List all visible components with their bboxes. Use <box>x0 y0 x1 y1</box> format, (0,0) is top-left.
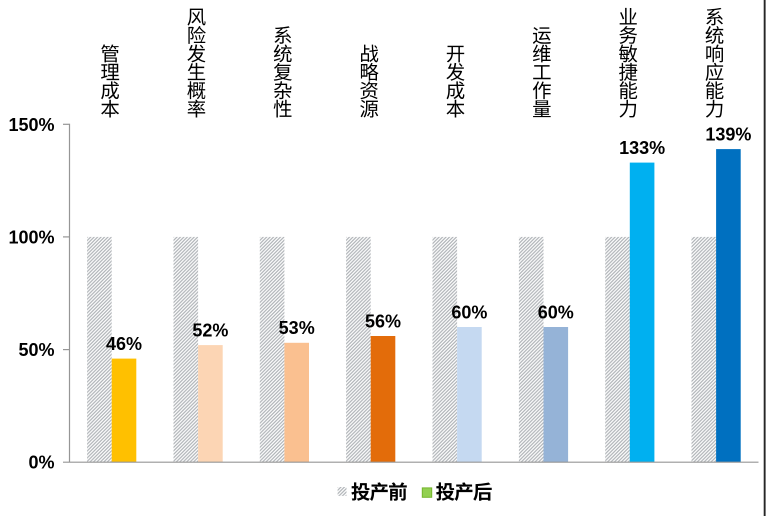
svg-text:46%: 46% <box>106 334 142 354</box>
svg-text:139%: 139% <box>705 124 751 144</box>
svg-text:0%: 0% <box>28 453 54 473</box>
svg-text:60%: 60% <box>538 302 574 322</box>
svg-text:100%: 100% <box>8 227 54 247</box>
svg-text:133%: 133% <box>619 138 665 158</box>
svg-text:50%: 50% <box>18 340 54 360</box>
svg-text:52%: 52% <box>192 320 228 340</box>
svg-text:150%: 150% <box>8 115 54 135</box>
svg-text:60%: 60% <box>451 302 487 322</box>
svg-text:56%: 56% <box>365 311 401 331</box>
svg-text:53%: 53% <box>279 318 315 338</box>
